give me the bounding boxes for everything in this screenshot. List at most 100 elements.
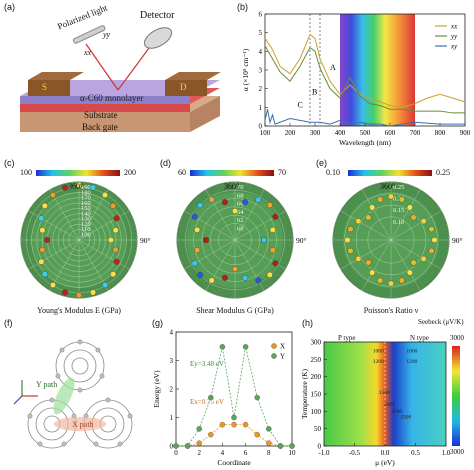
panel-g: (g) 0 2 4 6 8 10 0 1 2 3 4 Coordinate Energy (eV) X Y … <box>150 316 300 470</box>
panel-label-d: (d) <box>160 158 171 168</box>
d-angle-90-label: 90° <box>296 236 307 245</box>
g-legend-label: Y <box>280 353 285 361</box>
d-polar-point <box>242 274 249 281</box>
e-polar-point <box>388 193 394 200</box>
d-polar-point <box>272 213 279 220</box>
c-polar-point <box>38 258 45 265</box>
colorbar-c-min: 100 <box>20 168 32 177</box>
d-polar-tick-label: 64 <box>237 209 244 216</box>
c-polar-spoke <box>49 189 80 241</box>
d-polar-point <box>269 247 276 254</box>
d-polar-point <box>221 274 228 281</box>
e-angle-90-label: 90° <box>452 236 463 245</box>
h-contour-label: 1000 <box>373 348 384 354</box>
colorbar-e <box>348 170 432 176</box>
b-region-label: A <box>330 63 336 72</box>
c-polar-point <box>113 215 120 222</box>
d-polar-point <box>194 247 201 254</box>
d-polar-ring <box>218 223 252 257</box>
e-polar-ring <box>332 181 450 299</box>
c-polar-spoke <box>78 210 130 241</box>
substrate-label: Substrate <box>84 110 118 120</box>
e-polar-point <box>377 196 384 203</box>
c-polar-spoke <box>78 239 109 291</box>
g-point-Y <box>208 394 214 401</box>
fullerene-structure <box>13 339 133 449</box>
caption-c: Young's Modulus E (GPa) <box>37 306 121 315</box>
c-polar-tick-label: 150 <box>81 205 91 212</box>
panel-label-c: (c) <box>4 158 15 168</box>
b-region-label: B <box>312 87 317 96</box>
h-y-tick-label: 100 <box>311 408 322 416</box>
panel-label-h: (h) <box>302 318 313 328</box>
b-legend-label: xx <box>450 23 458 31</box>
d-polar-ring <box>209 214 261 266</box>
c-polar-point <box>44 237 51 243</box>
b-y-tick-label: 6 <box>259 11 263 19</box>
g-x-tick-label: 2 <box>197 449 201 457</box>
g-point-Y <box>231 414 237 421</box>
b-x-tick-label: 500 <box>360 129 371 137</box>
c-polar-spoke <box>49 239 80 291</box>
d-polar-point <box>194 226 201 233</box>
p-type-label: P type <box>338 334 356 342</box>
d-polar-ring <box>176 181 294 299</box>
d-polar-point <box>191 260 198 267</box>
panel-e: (e) 0.10 0.25 0.25 0.20 0.15 0.10 90° 360° P… <box>312 158 474 316</box>
b-x-axis-label: Wavelength (nm) <box>339 138 392 147</box>
c-polar-point <box>110 271 117 278</box>
c-polar-tick-label: 180 <box>81 189 91 196</box>
h-y-tick-label: 150 <box>311 391 322 399</box>
h-contour-label: 1000 <box>406 348 417 354</box>
d-polar-point <box>221 199 228 206</box>
c-polar-spoke <box>78 239 130 270</box>
c-polar-point <box>90 184 97 191</box>
n-type-label: N type <box>410 334 429 342</box>
d-polar-point <box>269 226 276 233</box>
b-y-tick-label: 0 <box>259 123 263 131</box>
g-plot-frame <box>175 331 293 447</box>
h-x-tick-label: 0.0 <box>381 449 390 457</box>
angle-360-e: 360° <box>380 182 396 191</box>
e-polar-point <box>428 226 435 233</box>
colorbar-e-min: 0.10 <box>326 168 340 177</box>
absorption-chart: 100 200 300 400 500 600 700 800 900 0 1 2 3 4 5 6 Wavele… <box>241 11 471 148</box>
panel-c: (c) 100 200 190 180 170 160 150 140 130 120 110 1… <box>0 158 158 316</box>
g-x-tick-label: 6 <box>244 449 248 457</box>
g-point-X <box>254 431 260 438</box>
e-polar-point <box>431 237 438 243</box>
ex-annotation: Ex=0.75 eV <box>190 398 224 406</box>
d-polar-tick-label: 60 <box>237 225 244 232</box>
g-x-tick-label: 8 <box>267 449 271 457</box>
c-polar-point <box>41 271 48 278</box>
e-polar-point <box>355 255 362 262</box>
b-x-tick-label: 300 <box>310 129 321 137</box>
c-polar-point <box>107 237 114 243</box>
c-polar-point <box>110 202 117 209</box>
d-polar-point <box>255 277 262 284</box>
h-y-tick-label: 0 <box>318 443 322 451</box>
g-x-tick-label: 0 <box>174 449 178 457</box>
g-point-Y <box>184 443 191 449</box>
h-contour-label: 1500 <box>379 390 390 396</box>
c-polar-point <box>112 246 119 253</box>
c-polar-point <box>61 184 68 191</box>
d-polar-ring <box>185 190 285 290</box>
xx-label: xx <box>84 48 92 57</box>
e-polar-point <box>398 196 405 203</box>
g-x-tick-label: 10 <box>289 449 297 457</box>
c-polar-tick-label: 190 <box>81 184 91 191</box>
source-label: S <box>42 82 48 92</box>
e-polar-ring <box>367 216 415 264</box>
e-polar-point <box>428 247 435 254</box>
e-polar-point <box>420 255 427 262</box>
e-polar-point <box>398 277 405 284</box>
b-y-tick-label: 2 <box>259 85 263 93</box>
b-legend-label: xy <box>450 43 458 51</box>
d-polar-point <box>232 208 238 214</box>
d-polar-point <box>191 213 198 220</box>
e-polar-point <box>377 277 384 284</box>
g-x-axis-label: Coordinate <box>217 458 251 467</box>
